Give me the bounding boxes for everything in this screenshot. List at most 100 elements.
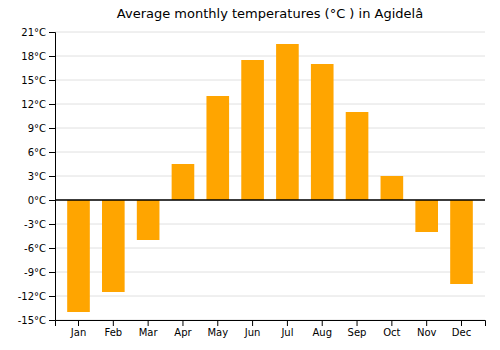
bar — [137, 200, 160, 240]
x-tick: Aug — [312, 320, 332, 338]
bar — [276, 44, 299, 200]
bar — [241, 60, 264, 200]
y-tick: -9°C — [24, 267, 55, 278]
y-tick: 18°C — [21, 51, 55, 62]
bar — [67, 200, 90, 312]
y-tick-label: -12°C — [18, 291, 46, 302]
x-tick-mark — [426, 320, 427, 326]
y-tick-mark — [49, 152, 55, 153]
x-tick: Jan — [70, 320, 86, 338]
x-tick-mark — [182, 320, 183, 326]
y-tick-label: 21°C — [21, 27, 46, 38]
bar — [102, 200, 125, 292]
y-tick-label: -6°C — [24, 243, 46, 254]
chart-container: -15°C -12°C -9°C -6°C -3°C 0°C 3°C 6°C 9°C 12°C 15… — [0, 0, 500, 350]
bar — [381, 176, 404, 200]
x-tick-label: Apr — [174, 327, 192, 338]
y-tick-label: 9°C — [28, 123, 46, 134]
x-tick: Jun — [244, 320, 261, 338]
title: Average monthly temperatures (°C ) in Ag… — [117, 6, 423, 21]
x-tick-mark — [461, 320, 462, 326]
y-tick-mark — [49, 32, 55, 33]
y-tick-mark — [49, 248, 55, 249]
y-tick-mark — [49, 296, 55, 297]
x-tick-mark — [148, 320, 149, 326]
x-tick: Oct — [383, 320, 400, 338]
y-tick-label: 15°C — [21, 75, 46, 86]
grid-line — [55, 56, 485, 57]
x-axis: Jan Feb Mar Apr May Jun Jul Aug Sep Oct Nov Dec — [56, 320, 486, 338]
y-tick: 3°C — [28, 171, 55, 182]
y-tick-mark — [49, 272, 55, 273]
bar — [415, 200, 438, 232]
y-tick-mark — [49, 200, 55, 201]
x-tick-mark — [217, 320, 218, 326]
y-tick: -6°C — [24, 243, 55, 254]
x-tick-mark — [322, 320, 323, 326]
y-tick-label: 12°C — [21, 99, 46, 110]
grid-line — [55, 80, 485, 81]
grid-line — [55, 200, 485, 201]
x-tick-label: Aug — [312, 327, 332, 338]
y-tick: -15°C — [18, 315, 55, 326]
x-tick: Apr — [174, 320, 192, 338]
zero-line — [55, 199, 485, 201]
x-tick-label: Jan — [70, 327, 86, 338]
y-tick-mark — [49, 128, 55, 129]
grid — [55, 32, 485, 320]
grid-line — [55, 296, 485, 297]
x-tick-label: Jun — [244, 327, 261, 338]
grid-line — [55, 104, 485, 105]
y-tick: 6°C — [28, 147, 55, 158]
y-tick-label: -15°C — [18, 315, 46, 326]
grid-line — [55, 32, 485, 33]
y-tick-mark — [49, 80, 55, 81]
x-tick: Mar — [139, 320, 159, 338]
grid-line — [55, 176, 485, 177]
y-tick-label: 6°C — [28, 147, 46, 158]
bar — [346, 112, 369, 200]
x-tick-label: Jul — [280, 327, 293, 338]
x-tick-label: Sep — [348, 327, 367, 338]
y-tick-mark — [49, 176, 55, 177]
bar — [450, 200, 473, 284]
axis-line — [56, 321, 486, 327]
x-tick: May — [207, 320, 228, 338]
grid-line — [55, 128, 485, 129]
y-tick: -12°C — [18, 291, 55, 302]
bar — [206, 96, 229, 200]
y-tick: 21°C — [21, 27, 55, 38]
axis-line — [49, 33, 56, 321]
y-tick-label: 0°C — [28, 195, 46, 206]
x-tick: Sep — [348, 320, 367, 338]
x-tick-label: Feb — [104, 327, 122, 338]
y-tick: 12°C — [21, 99, 55, 110]
y-axis: -15°C -12°C -9°C -6°C -3°C 0°C 3°C 6°C 9°C 12°C 15… — [18, 27, 56, 326]
x-tick-mark — [391, 320, 392, 326]
x-tick-mark — [252, 320, 253, 326]
x-tick-mark — [287, 320, 288, 326]
y-tick-label: 3°C — [28, 171, 46, 182]
y-tick: -3°C — [24, 219, 55, 230]
y-tick-label: 18°C — [21, 51, 46, 62]
grid-line — [55, 152, 485, 153]
y-tick-mark — [49, 56, 55, 57]
x-tick-mark — [113, 320, 114, 326]
x-tick: Jul — [280, 320, 293, 338]
y-tick: 0°C — [28, 195, 55, 206]
x-tick-label: Nov — [417, 327, 437, 338]
chart: -15°C -12°C -9°C -6°C -3°C 0°C 3°C 6°C 9°C 12°C 15… — [0, 0, 500, 350]
y-tick-mark — [49, 104, 55, 105]
x-tick-mark — [78, 320, 79, 326]
plot-area — [55, 44, 485, 312]
x-tick-label: May — [207, 327, 228, 338]
y-tick-label: -9°C — [24, 267, 46, 278]
x-tick-label: Mar — [139, 327, 159, 338]
bar — [172, 164, 195, 200]
x-tick: Feb — [104, 320, 122, 338]
y-tick: 15°C — [21, 75, 55, 86]
x-tick-mark — [357, 320, 358, 326]
x-tick: Nov — [417, 320, 437, 338]
bar — [311, 64, 334, 200]
x-tick: Dec — [452, 320, 471, 338]
